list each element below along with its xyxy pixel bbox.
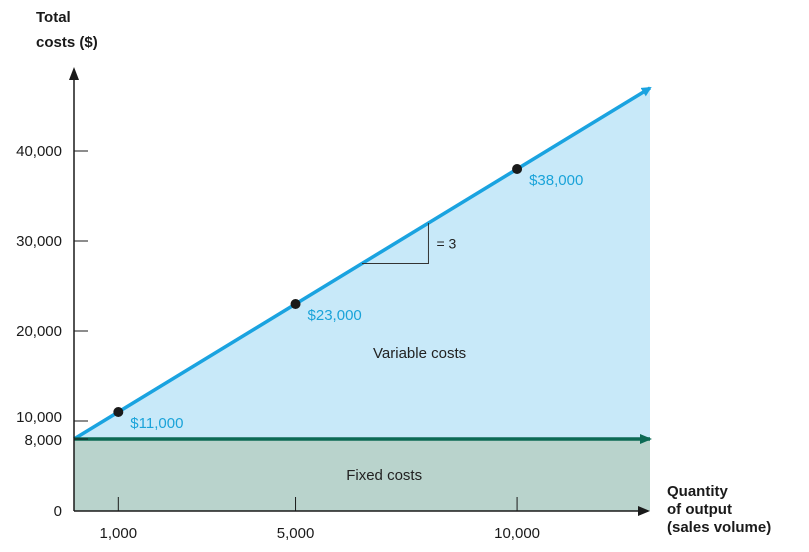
fixed-costs-area (74, 439, 650, 511)
y-tick-label: 40,000 (16, 143, 62, 160)
data-point (113, 407, 124, 417)
variable-costs-label: Variable costs (373, 345, 466, 362)
x-tick-label: 10,000 (494, 525, 540, 542)
points-layer: $11,000 $23,000 $38,000 (113, 164, 583, 432)
x-axis-title-line-2: of output (667, 501, 732, 518)
x-tick-label: 1,000 (100, 525, 138, 542)
slope-label: = 3 (436, 235, 456, 251)
data-point-label: $38,000 (529, 172, 583, 189)
fixed-costs-label: Fixed costs (346, 467, 422, 484)
y-tick-label: 0 (54, 503, 62, 520)
x-axis-title-line-3: (sales volume) (667, 519, 771, 536)
y-axis-arrow-icon (69, 67, 79, 80)
y-tick-label: 30,000 (16, 233, 62, 250)
ticks-layer: 0 8,000 10,000 20,000 30,000 40,000 1,000 5,000… (16, 143, 540, 542)
y-tick-label: 8,000 (24, 432, 62, 449)
y-tick-label: 10,000 (16, 409, 62, 426)
data-point (290, 299, 301, 309)
x-axis-title-line-1: Quantity (667, 483, 728, 500)
x-tick-label: 5,000 (277, 525, 315, 542)
data-point-label: $11,000 (130, 415, 183, 432)
y-axis-title-line-2: costs ($) (36, 34, 98, 51)
data-point-label: $23,000 (308, 307, 362, 324)
data-point (512, 164, 523, 174)
y-axis-title-line-1: Total (36, 9, 71, 26)
y-tick-label: 20,000 (16, 323, 62, 340)
slope-triangle (362, 223, 429, 264)
